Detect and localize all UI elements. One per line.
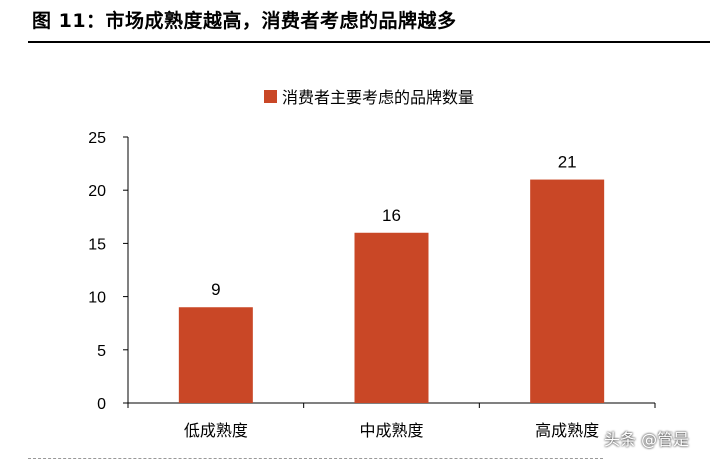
y-tick-label: 10 bbox=[88, 290, 106, 307]
chart-legend: 消费者主要考虑的品牌数量 bbox=[264, 84, 474, 108]
y-tick-label: 0 bbox=[97, 396, 106, 413]
y-tick-label: 20 bbox=[88, 183, 106, 200]
data-label: 9 bbox=[211, 280, 220, 299]
x-category-label: 中成熟度 bbox=[359, 421, 423, 440]
x-category-label: 高成熟度 bbox=[535, 421, 599, 440]
bar bbox=[178, 307, 253, 403]
watermark-text: 头条 @管是 bbox=[604, 430, 690, 449]
y-tick-label: 5 bbox=[97, 343, 106, 360]
y-tick-label: 25 bbox=[88, 130, 106, 147]
data-label: 21 bbox=[558, 153, 577, 172]
legend-label: 消费者主要考虑的品牌数量 bbox=[282, 88, 475, 107]
title-divider bbox=[28, 41, 710, 43]
figure-title: 图 11：市场成熟度越高，消费者考虑的品牌越多 bbox=[32, 10, 457, 32]
bottom-divider bbox=[28, 458, 603, 460]
data-label: 16 bbox=[382, 206, 401, 225]
y-tick-label: 15 bbox=[88, 236, 106, 253]
x-category-label: 低成熟度 bbox=[184, 421, 248, 440]
legend-swatch bbox=[264, 89, 277, 103]
bar bbox=[354, 232, 429, 403]
bar bbox=[530, 179, 605, 403]
